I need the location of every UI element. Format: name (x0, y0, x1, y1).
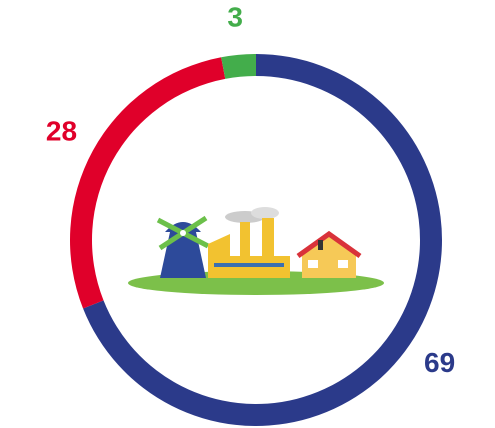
data-label: 69 (424, 347, 455, 378)
data-label: 3 (227, 1, 243, 32)
data-label: 28 (46, 115, 77, 146)
chart: 69 28 3 (0, 0, 495, 428)
donut-segment (221, 54, 256, 79)
page: {"chart_data": {"type": "donut", "values… (0, 0, 495, 428)
illustration (128, 207, 384, 295)
